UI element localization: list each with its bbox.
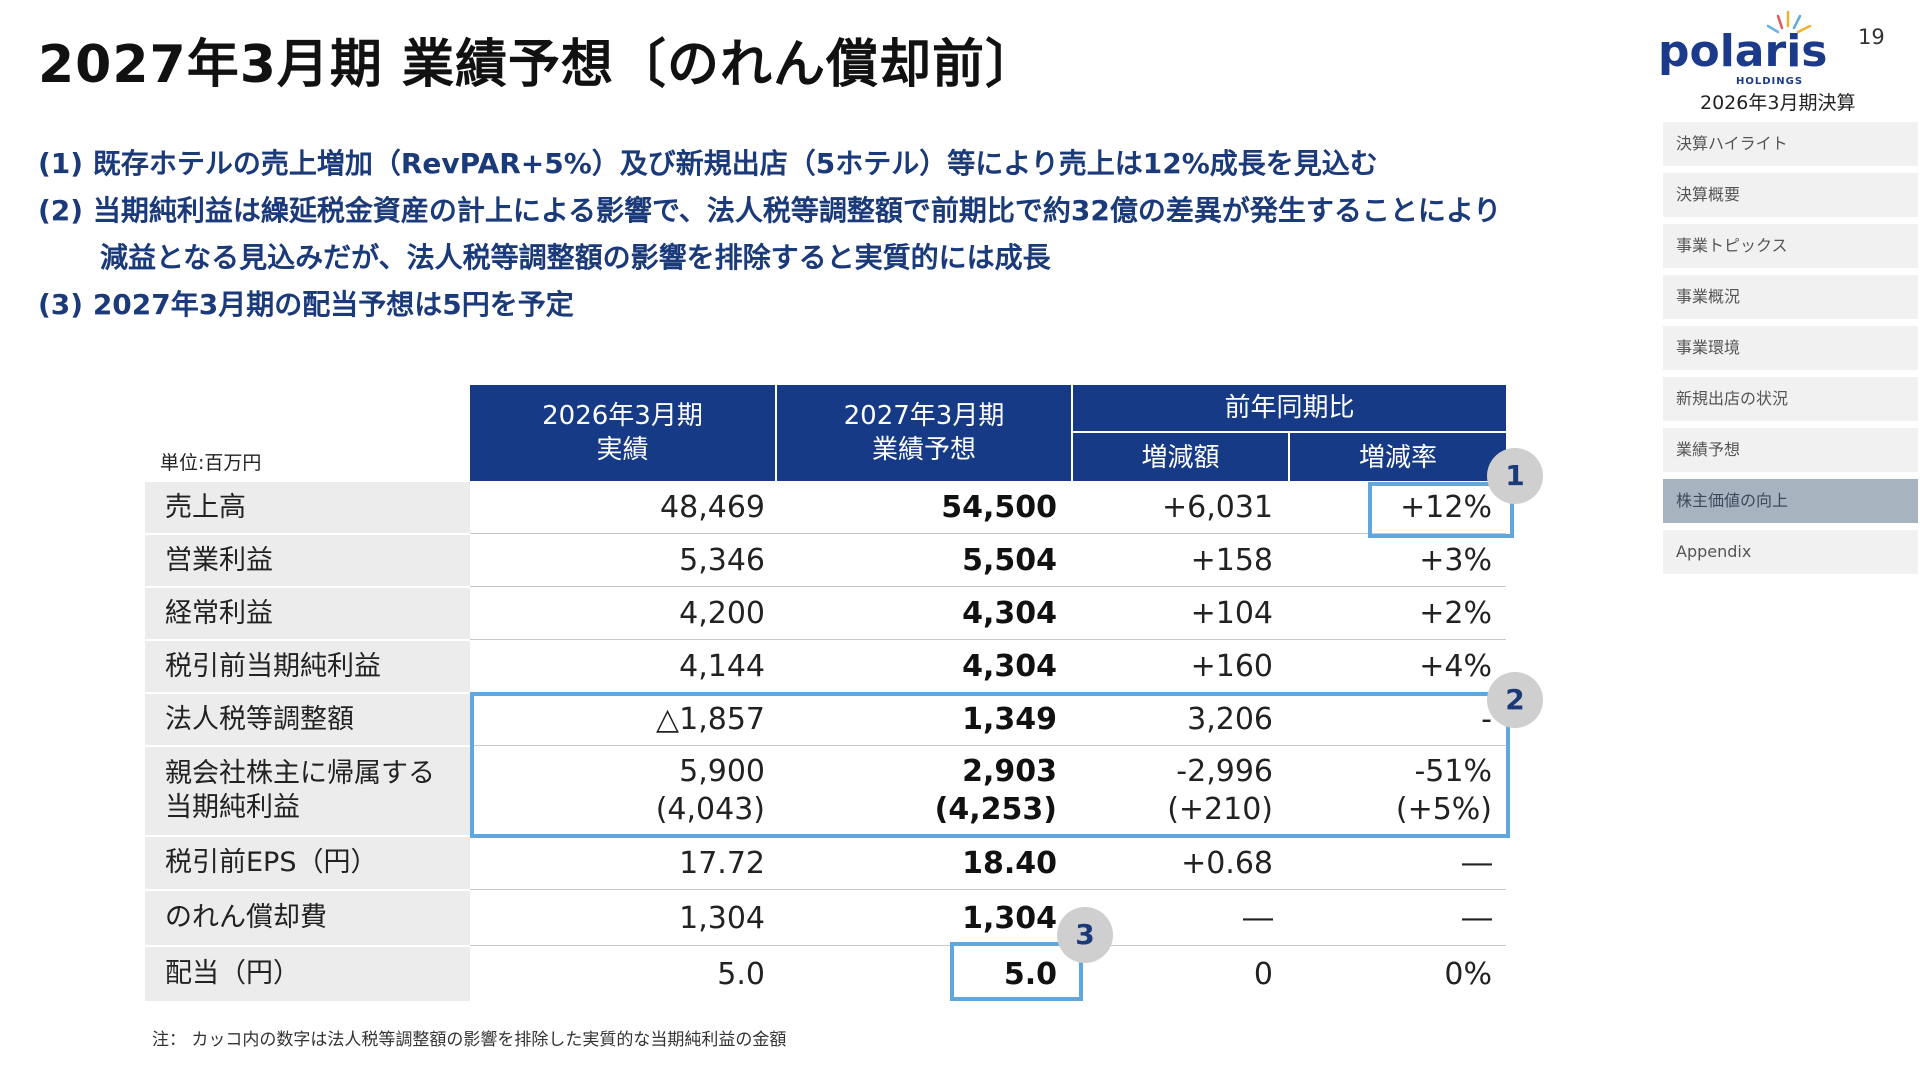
cell-tax-rate: - [1481, 702, 1492, 737]
cell-dividend-diff: 0 [1253, 957, 1273, 992]
cell-pretax-forecast: 4,304 [962, 649, 1057, 684]
row-label-ordinary-profit: 経常利益 [145, 588, 470, 639]
page-number: 19 [1858, 25, 1885, 49]
nav-item-overview[interactable]: 事業概況 [1663, 275, 1918, 319]
row-divider [470, 639, 1506, 640]
nav-item-highlights[interactable]: 決算ハイライト [1663, 122, 1918, 166]
polaris-logo: polaris HOLDINGS [1658, 6, 1827, 87]
row-label-net-profit-line1: 親会社株主に帰属する [165, 758, 435, 789]
cell-net-forecast-adjusted: (4,253) [934, 792, 1057, 827]
cell-sales-actual: 48,469 [660, 490, 765, 525]
nav-item-summary[interactable]: 決算概要 [1663, 173, 1918, 217]
cell-net-rate-adjusted: (+5%) [1395, 792, 1492, 827]
highlight-box-tax-net-profit [470, 692, 1510, 838]
bullet-3: (3) 2027年3月期の配当予想は5円を予定 [38, 288, 574, 321]
header-rate: 増減率 [1290, 433, 1506, 481]
cell-goodwill-rate: ― [1462, 901, 1492, 936]
row-label-net-profit: 親会社株主に帰属する 当期純利益 [145, 747, 470, 835]
unit-label: 単位:百万円 [160, 452, 262, 474]
cell-tax-actual: △1,857 [656, 702, 765, 737]
callout-badge-3: 3 [1057, 907, 1113, 963]
row-divider [470, 533, 1506, 534]
cell-pretax-actual: 4,144 [679, 649, 765, 684]
cell-sales-forecast: 54,500 [941, 490, 1057, 525]
cell-operating-diff: +158 [1190, 543, 1273, 578]
nav-item-appendix[interactable]: Appendix [1663, 530, 1918, 574]
row-label-dividend: 配当（円） [145, 947, 470, 1001]
row-label-net-profit-line2: 当期純利益 [165, 792, 300, 823]
nav-item-environment[interactable]: 事業環境 [1663, 326, 1918, 370]
header-forecast-period: 2027年3月期 [843, 401, 1005, 431]
cell-eps-actual: 17.72 [679, 846, 765, 881]
cell-operating-forecast: 5,504 [962, 543, 1057, 578]
nav-item-shareholder-value[interactable]: 株主価値の向上 [1663, 479, 1918, 523]
cell-net-actual: 5,900 [679, 754, 765, 789]
cell-dividend-actual: 5.0 [717, 957, 765, 992]
nav-item-forecast[interactable]: 業績予想 [1663, 428, 1918, 472]
header-actual-period: 2026年3月期 [542, 401, 703, 431]
cell-goodwill-actual: 1,304 [679, 901, 765, 936]
header-actual-2026: 2026年3月期 実績 [470, 385, 775, 481]
cell-pretax-rate: +4% [1419, 649, 1492, 684]
cell-ordinary-forecast: 4,304 [962, 596, 1057, 631]
row-label-eps: 税引前EPS（円） [145, 837, 470, 889]
header-forecast-2027: 2027年3月期 業績予想 [777, 385, 1071, 481]
cell-ordinary-diff: +104 [1190, 596, 1273, 631]
cell-ordinary-actual: 4,200 [679, 596, 765, 631]
cell-operating-rate: +3% [1419, 543, 1492, 578]
cell-net-actual-adjusted: (4,043) [655, 792, 765, 827]
header-forecast-label: 業績予想 [871, 435, 976, 465]
header-actual-label: 実績 [596, 435, 649, 465]
callout-badge-2: 2 [1487, 672, 1543, 728]
row-divider [470, 889, 1506, 890]
row-label-tax-adjustment: 法人税等調整額 [145, 694, 470, 745]
cell-eps-rate: ― [1462, 846, 1492, 881]
report-label: 2026年3月期決算 [1700, 92, 1856, 114]
cell-net-diff-adjusted: (+210) [1167, 792, 1273, 827]
highlight-box-dividend [950, 942, 1083, 1001]
bullet-2: (2) 当期純利益は繰延税金資産の計上による影響で、法人税等調整額で前期比で約3… [38, 194, 1502, 227]
cell-goodwill-diff: ― [1243, 901, 1273, 936]
cell-net-rate: -51% [1414, 754, 1492, 789]
cell-tax-forecast: 1,349 [962, 702, 1057, 737]
logo-wordmark: polaris [1658, 26, 1828, 77]
logo-subtitle: HOLDINGS [1736, 76, 1804, 87]
row-label-sales: 売上高 [145, 482, 470, 533]
header-diff: 増減額 [1073, 433, 1288, 481]
nav-item-new-openings[interactable]: 新規出店の状況 [1663, 377, 1918, 421]
cell-eps-diff: +0.68 [1181, 846, 1273, 881]
header-yoy-group: 前年同期比 [1073, 385, 1506, 431]
cell-pretax-diff: +160 [1190, 649, 1273, 684]
cell-net-diff: -2,996 [1176, 754, 1273, 789]
nav-item-topics[interactable]: 事業トピックス [1663, 224, 1918, 268]
cell-operating-actual: 5,346 [679, 543, 765, 578]
row-divider [470, 745, 1506, 746]
cell-net-forecast: 2,903 [962, 754, 1057, 789]
row-label-goodwill: のれん償却費 [145, 891, 470, 945]
cell-eps-forecast: 18.40 [962, 846, 1057, 881]
cell-goodwill-forecast: 1,304 [962, 901, 1057, 936]
cell-ordinary-rate: +2% [1419, 596, 1492, 631]
cell-dividend-forecast: 5.0 [1003, 957, 1057, 992]
logo-rays-icon [1766, 10, 1812, 34]
callout-badge-1: 1 [1487, 448, 1543, 504]
cell-sales-diff: +6,031 [1161, 490, 1273, 525]
bullet-2-continued: 減益となる見込みだが、法人税等調整額の影響を排除すると実質的には成長 [100, 241, 1051, 274]
row-label-pretax-profit: 税引前当期純利益 [145, 641, 470, 692]
page-title: 2027年3月期 業績予想〔のれん償却前〕 [38, 35, 1039, 95]
cell-tax-diff: 3,206 [1187, 702, 1273, 737]
bullet-1: (1) 既存ホテルの売上増加（RevPAR+5%）及び新規出店（5ホテル）等によ… [38, 147, 1378, 180]
row-label-operating-profit: 営業利益 [145, 535, 470, 586]
cell-sales-rate: +12% [1400, 490, 1492, 525]
cell-dividend-rate: 0% [1444, 957, 1492, 992]
highlight-box-sales-rate [1368, 482, 1514, 538]
footnote: 注： カッコ内の数字は法人税等調整額の影響を排除した実質的な当期純利益の金額 [152, 1030, 787, 1050]
row-divider [470, 586, 1506, 587]
